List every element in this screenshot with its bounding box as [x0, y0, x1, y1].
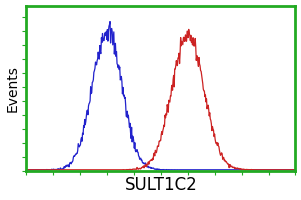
- X-axis label: SULT1C2: SULT1C2: [125, 176, 197, 194]
- Y-axis label: Events: Events: [5, 65, 20, 112]
